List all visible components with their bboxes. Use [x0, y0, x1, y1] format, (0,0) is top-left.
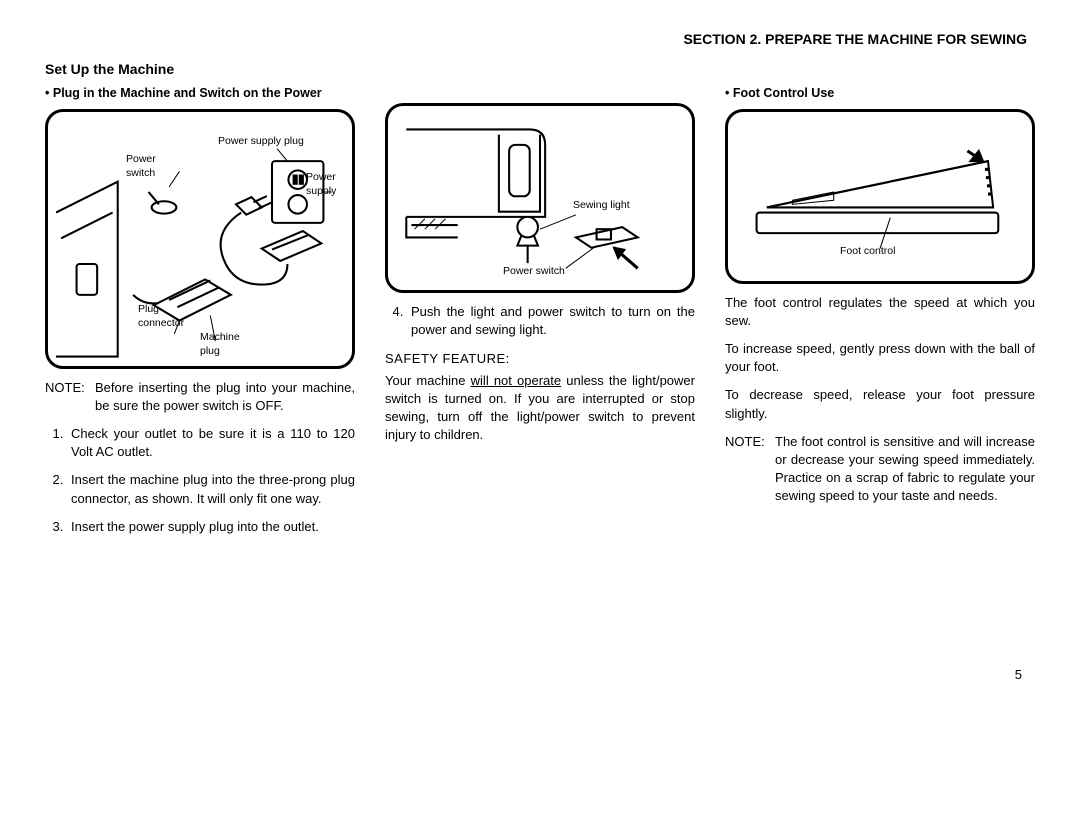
- label-power-supply-plug: Power supply plug: [218, 134, 304, 149]
- column-2: Sewing light Power switch Push the light…: [385, 85, 695, 546]
- col3-note: NOTE: The foot control is sensitive and …: [725, 433, 1035, 506]
- note-label-3: NOTE:: [725, 433, 775, 506]
- label-plug-connector: Plug connector: [138, 302, 184, 331]
- step-1: Check your outlet to be sure it is a 110…: [67, 425, 355, 461]
- col1-note: NOTE: Before inserting the plug into you…: [45, 379, 355, 415]
- col3-subhead: Foot Control Use: [725, 85, 1035, 103]
- col3-p2: To increase speed, gently press down wit…: [725, 340, 1035, 376]
- label-machine-plug: Machine plug: [200, 330, 240, 359]
- label-power-supply: Power supply: [306, 170, 336, 199]
- column-3: Foot Control Use: [725, 85, 1035, 546]
- col1-subhead: Plug in the Machine and Switch on the Po…: [45, 85, 355, 103]
- col1-steps: Check your outlet to be sure it is a 110…: [45, 425, 355, 536]
- step-4: Push the light and power switch to turn …: [407, 303, 695, 339]
- note-text-3: The foot control is sensitive and will i…: [775, 433, 1035, 506]
- figure-foot-control: Foot control: [725, 109, 1035, 284]
- label-sewing-light: Sewing light: [573, 198, 630, 213]
- manual-page: SECTION 2. PREPARE THE MACHINE FOR SEWIN…: [0, 0, 1080, 834]
- col3-p1: The foot control regulates the speed at …: [725, 294, 1035, 330]
- column-1: Plug in the Machine and Switch on the Po…: [45, 85, 355, 546]
- step-3: Insert the power supply plug into the ou…: [67, 518, 355, 536]
- note-label: NOTE:: [45, 379, 95, 415]
- safety-underline: will not operate: [471, 373, 561, 388]
- columns: Plug in the Machine and Switch on the Po…: [45, 85, 1035, 546]
- note-text: Before inserting the plug into your mach…: [95, 379, 355, 415]
- safety-heading: SAFETY FEATURE:: [385, 350, 695, 368]
- figure-plug-in: Power supply plug Power switch Power sup…: [45, 109, 355, 369]
- col3-p3: To decrease speed, release your foot pre…: [725, 386, 1035, 422]
- section-header: SECTION 2. PREPARE THE MACHINE FOR SEWIN…: [45, 30, 1035, 50]
- page-number: 5: [1015, 666, 1022, 684]
- figure-light-switch: Sewing light Power switch: [385, 103, 695, 293]
- safety-pre: Your machine: [385, 373, 471, 388]
- label-power-switch-2: Power switch: [503, 264, 565, 279]
- light-switch-svg: [396, 114, 684, 289]
- page-title: Set Up the Machine: [45, 60, 1035, 80]
- label-foot-control: Foot control: [840, 244, 895, 259]
- safety-text: Your machine will not operate unless the…: [385, 372, 695, 445]
- step-2: Insert the machine plug into the three-p…: [67, 471, 355, 507]
- col2-steps: Push the light and power switch to turn …: [385, 303, 695, 339]
- label-power-switch: Power switch: [126, 152, 156, 181]
